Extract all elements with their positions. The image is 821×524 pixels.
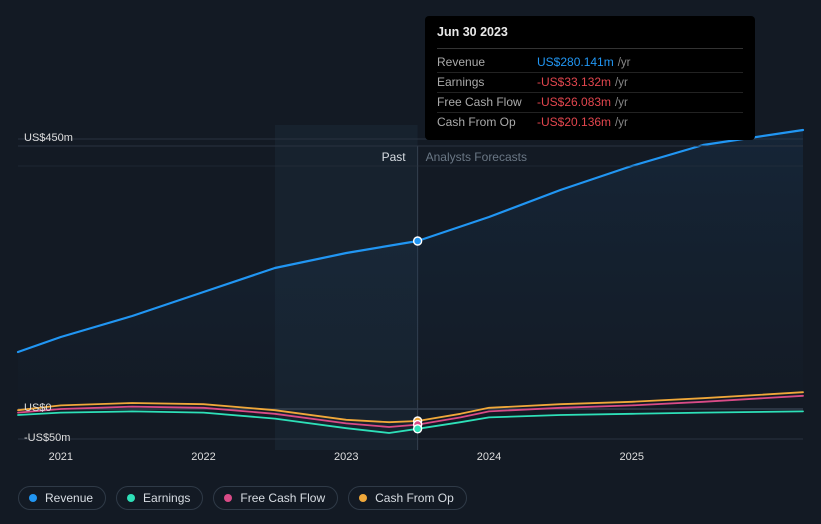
tooltip-row: RevenueUS$280.141m/yr xyxy=(437,53,743,73)
legend-toggle-cash-from-op[interactable]: Cash From Op xyxy=(348,486,467,510)
tooltip-unit: /yr xyxy=(618,55,631,71)
tooltip-row: Cash From Op-US$20.136m/yr xyxy=(437,113,743,132)
tooltip-metric-value: -US$33.132m xyxy=(537,74,611,91)
legend-item-label: Earnings xyxy=(143,491,190,505)
tooltip-metric-label: Free Cash Flow xyxy=(437,94,537,111)
tooltip-row: Free Cash Flow-US$26.083m/yr xyxy=(437,93,743,113)
legend-toggle-revenue[interactable]: Revenue xyxy=(18,486,106,510)
legend-item-label: Free Cash Flow xyxy=(240,491,325,505)
legend: Revenue Earnings Free Cash Flow Cash From O… xyxy=(18,486,467,510)
legend-dot-icon xyxy=(29,494,37,502)
legend-item-label: Cash From Op xyxy=(375,491,454,505)
tooltip-unit: /yr xyxy=(615,95,628,111)
x-axis-label: 2023 xyxy=(334,451,358,463)
tooltip-unit: /yr xyxy=(615,115,628,131)
tooltip-unit: /yr xyxy=(615,75,628,91)
y-axis-label: -US$50m xyxy=(24,432,70,444)
tooltip-metric-value: -US$20.136m xyxy=(537,114,611,131)
tooltip-date: Jun 30 2023 xyxy=(437,24,743,49)
tooltip-metric-label: Cash From Op xyxy=(437,114,537,131)
x-axis-label: 2025 xyxy=(619,451,643,463)
tooltip-metric-value: -US$26.083m xyxy=(537,94,611,111)
legend-dot-icon xyxy=(224,494,232,502)
legend-dot-icon xyxy=(127,494,135,502)
legend-toggle-free-cash-flow[interactable]: Free Cash Flow xyxy=(213,486,338,510)
tooltip-metric-label: Revenue xyxy=(437,54,537,71)
x-axis-label: 2024 xyxy=(477,451,501,463)
y-axis-label: US$0 xyxy=(24,402,52,414)
y-axis-label: US$450m xyxy=(24,132,73,144)
x-axis-label: 2022 xyxy=(191,451,215,463)
legend-item-label: Revenue xyxy=(45,491,93,505)
forecast-region-label: Analysts Forecasts xyxy=(426,150,527,164)
tooltip-metric-value: US$280.141m xyxy=(537,54,614,71)
x-axis-label: 2021 xyxy=(49,451,73,463)
tooltip-metric-label: Earnings xyxy=(437,74,537,91)
legend-dot-icon xyxy=(359,494,367,502)
data-tooltip: Jun 30 2023 RevenueUS$280.141m/yrEarning… xyxy=(425,16,755,140)
past-region-label: Past xyxy=(382,150,406,164)
legend-toggle-earnings[interactable]: Earnings xyxy=(116,486,203,510)
tooltip-row: Earnings-US$33.132m/yr xyxy=(437,73,743,93)
